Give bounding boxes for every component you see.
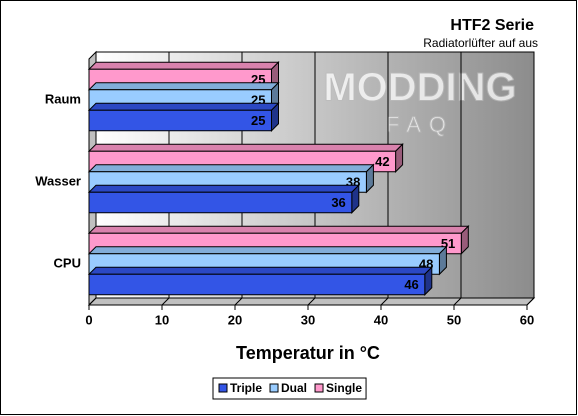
- legend-swatch: [218, 383, 228, 393]
- legend-swatch: [269, 383, 279, 393]
- y-tick-label: Raum: [45, 91, 81, 106]
- legend-label: Triple: [230, 381, 262, 395]
- y-tick-label: Wasser: [35, 173, 81, 188]
- legend: [212, 377, 367, 400]
- bar-front: [88, 109, 272, 132]
- x-tick-label: 40: [374, 312, 388, 327]
- bar-top: [87, 61, 280, 70]
- bar: [87, 102, 280, 132]
- legend-label: Dual: [281, 381, 307, 395]
- data-label: 25: [251, 113, 265, 128]
- bar-front: [88, 191, 353, 214]
- x-tick-label: 50: [447, 312, 461, 327]
- grid-line: [526, 52, 535, 306]
- bar-top: [87, 184, 361, 193]
- x-tick-label: 0: [85, 312, 92, 327]
- bar-top: [87, 164, 375, 173]
- bar-top: [87, 102, 280, 111]
- legend-label: Single: [326, 381, 362, 395]
- chart-title: HTF2 Serie: [450, 17, 534, 34]
- bar-top: [87, 246, 448, 255]
- x-tick-label: 30: [301, 312, 315, 327]
- grid-line: [453, 52, 462, 306]
- grid-line: [307, 52, 316, 306]
- bar: [87, 266, 434, 296]
- grid-line: [161, 52, 170, 306]
- bar: [87, 184, 361, 214]
- watermark: MODDING: [323, 66, 516, 110]
- x-tick-label: 20: [228, 312, 242, 327]
- bar-top: [87, 225, 470, 234]
- y-tick-label: CPU: [54, 255, 81, 270]
- bar-top: [87, 266, 434, 275]
- bar-front: [88, 273, 426, 296]
- watermark: FAQ: [386, 112, 454, 137]
- grid-line: [234, 52, 243, 306]
- bar-top: [87, 82, 280, 91]
- bar-top: [87, 143, 404, 152]
- x-axis-title: Temperatur in °C: [236, 343, 380, 363]
- x-tick-label: 10: [155, 312, 169, 327]
- chart-subtitle: Radiatorlüfter auf aus: [423, 36, 538, 50]
- x-tick-label: 60: [520, 312, 534, 327]
- data-label: 46: [404, 277, 418, 292]
- data-label: 36: [331, 195, 345, 210]
- grid-line: [88, 52, 97, 306]
- legend-swatch: [314, 383, 324, 393]
- data-label: 42: [375, 154, 389, 169]
- grid-line: [380, 52, 389, 306]
